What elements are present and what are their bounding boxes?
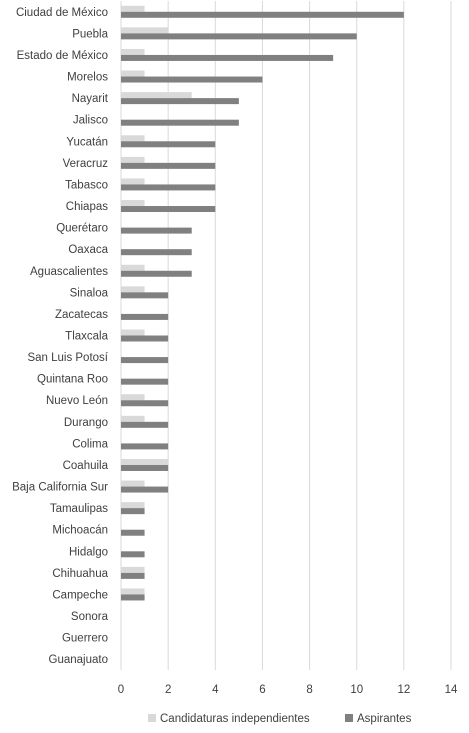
category-label: Hidalgo bbox=[69, 546, 108, 558]
bar-candidaturas bbox=[121, 27, 169, 34]
bar-aspirantes bbox=[121, 335, 169, 342]
bar-aspirantes bbox=[121, 184, 216, 191]
bar-aspirantes bbox=[121, 270, 192, 277]
bar-aspirantes bbox=[121, 443, 169, 450]
bar-aspirantes bbox=[121, 378, 169, 385]
category-label: Sinaloa bbox=[70, 287, 109, 299]
category-label: Aguascalientes bbox=[30, 266, 108, 278]
category-label: Morelos bbox=[67, 72, 108, 84]
category-label: Campeche bbox=[52, 589, 108, 601]
bar-candidaturas bbox=[121, 92, 192, 99]
bar-aspirantes bbox=[121, 357, 169, 364]
category-label: Colima bbox=[72, 438, 108, 450]
category-label: Quintana Roo bbox=[37, 374, 108, 386]
legend-label-candidaturas: Candidaturas independientes bbox=[160, 713, 310, 725]
bar-candidaturas bbox=[121, 178, 145, 185]
category-label: Nuevo León bbox=[46, 395, 108, 407]
bar-aspirantes bbox=[121, 572, 145, 579]
bar-aspirantes bbox=[121, 141, 216, 148]
bar-aspirantes bbox=[121, 54, 334, 61]
category-label: Michoacán bbox=[52, 525, 108, 537]
category-label: Chihuahua bbox=[52, 568, 108, 580]
bar-aspirantes bbox=[121, 227, 192, 234]
legend-swatch-candidaturas bbox=[148, 714, 156, 722]
category-label: Jalisco bbox=[73, 115, 108, 127]
x-tick-label: 12 bbox=[397, 684, 410, 696]
bar-candidaturas bbox=[121, 566, 145, 573]
x-tick-label: 4 bbox=[212, 684, 219, 696]
legend-swatch-aspirantes bbox=[345, 714, 353, 722]
category-label: Chiapas bbox=[66, 201, 108, 213]
category-label: Puebla bbox=[72, 28, 108, 40]
x-axis-tick-labels: 0 2 4 6 8 10 12 14 bbox=[118, 684, 458, 696]
bar-aspirantes bbox=[121, 76, 263, 83]
bar-aspirantes bbox=[121, 11, 404, 18]
category-label: Baja California Sur bbox=[12, 482, 108, 494]
bar-aspirantes bbox=[121, 206, 216, 213]
bar-aspirantes bbox=[121, 313, 169, 320]
category-label: Coahuila bbox=[63, 460, 109, 472]
category-label: Sonora bbox=[71, 611, 109, 623]
category-label: Guerrero bbox=[62, 633, 108, 645]
bar-candidaturas bbox=[121, 480, 145, 487]
category-label: Tamaulipas bbox=[50, 503, 108, 515]
bar-candidaturas bbox=[121, 5, 145, 12]
legend: Candidaturas independientes Aspirantes bbox=[148, 713, 412, 725]
bar-aspirantes bbox=[121, 529, 145, 536]
category-label: Nayarit bbox=[72, 93, 109, 105]
bar-aspirantes bbox=[121, 508, 145, 515]
x-tick-label: 10 bbox=[350, 684, 363, 696]
x-tick-label: 6 bbox=[259, 684, 265, 696]
x-tick-label: 14 bbox=[445, 684, 458, 696]
bar-candidaturas bbox=[121, 286, 145, 293]
bar-aspirantes bbox=[121, 551, 145, 558]
category-label: Durango bbox=[64, 417, 108, 429]
bar-aspirantes bbox=[121, 464, 169, 471]
bar-candidaturas bbox=[121, 70, 145, 77]
category-label: Estado de México bbox=[17, 50, 108, 62]
category-label: Querétaro bbox=[56, 223, 108, 235]
x-tick-label: 8 bbox=[306, 684, 312, 696]
bar-candidaturas bbox=[121, 48, 145, 55]
bar-candidaturas bbox=[121, 329, 145, 336]
bars bbox=[121, 5, 404, 601]
x-tick-label: 0 bbox=[118, 684, 124, 696]
category-label: Veracruz bbox=[63, 158, 109, 170]
category-label: Zacatecas bbox=[55, 309, 108, 321]
bar-aspirantes bbox=[121, 292, 169, 299]
category-label: Oaxaca bbox=[68, 244, 108, 256]
category-label: San Luis Potosí bbox=[27, 352, 108, 364]
category-labels: Ciudad de México Puebla Estado de México Mo… bbox=[12, 7, 109, 666]
category-label: Ciudad de México bbox=[16, 7, 108, 19]
bar-aspirantes bbox=[121, 594, 145, 601]
bar-candidaturas bbox=[121, 588, 145, 595]
bar-aspirantes bbox=[121, 421, 169, 428]
bar-candidaturas bbox=[121, 394, 145, 401]
category-label: Tlaxcala bbox=[65, 331, 108, 343]
bar-aspirantes bbox=[121, 98, 239, 105]
gridlines bbox=[120, 1, 452, 670]
bar-candidaturas bbox=[121, 458, 169, 465]
bar-aspirantes bbox=[121, 249, 192, 256]
bar-aspirantes bbox=[121, 400, 169, 407]
bar-aspirantes bbox=[121, 162, 216, 169]
x-tick-label: 2 bbox=[165, 684, 171, 696]
bar-aspirantes bbox=[121, 486, 169, 493]
bar-candidaturas bbox=[121, 200, 145, 207]
category-label: Yucatán bbox=[66, 136, 108, 148]
bar-candidaturas bbox=[121, 502, 145, 509]
bar-candidaturas bbox=[121, 135, 145, 142]
bar-candidaturas bbox=[121, 415, 145, 422]
category-label: Guanajuato bbox=[49, 654, 108, 666]
bar-candidaturas bbox=[121, 264, 145, 271]
bar-aspirantes bbox=[121, 33, 357, 40]
bar-aspirantes bbox=[121, 119, 239, 126]
category-label: Tabasco bbox=[65, 179, 108, 191]
legend-label-aspirantes: Aspirantes bbox=[357, 713, 412, 725]
bar-candidaturas bbox=[121, 156, 145, 163]
